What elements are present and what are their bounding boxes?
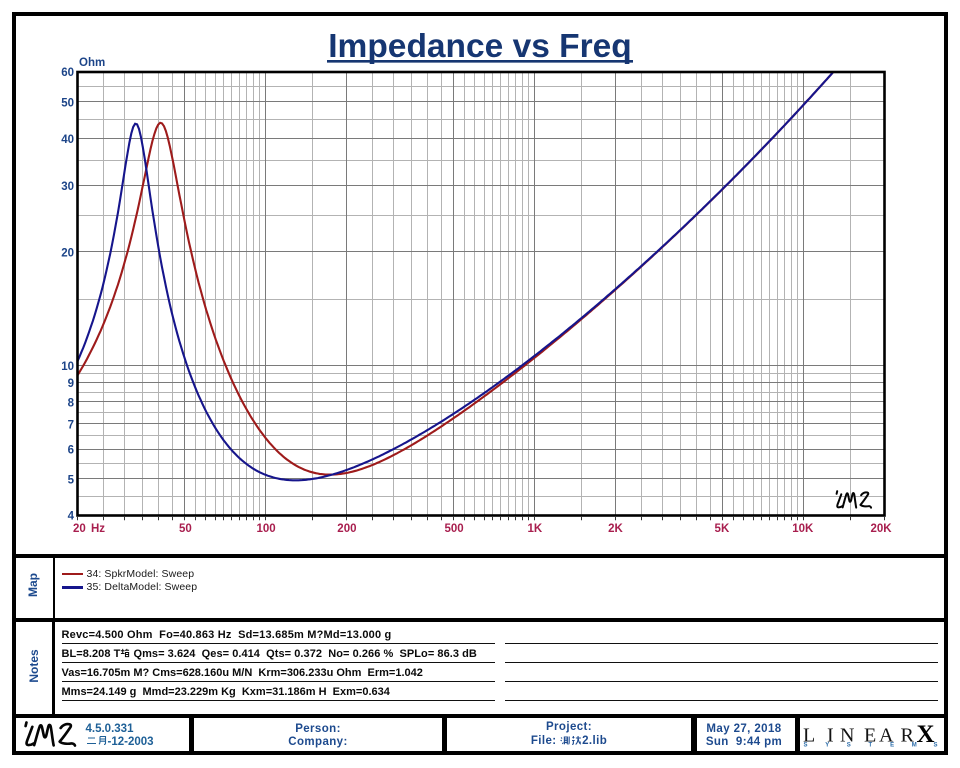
svg-text:N: N: [840, 725, 854, 747]
svg-text:S: S: [847, 743, 851, 749]
svg-text:L: L: [803, 725, 815, 747]
svg-text:50: 50: [179, 523, 192, 535]
svg-text:Ohm: Ohm: [79, 57, 105, 69]
svg-text:20: 20: [61, 247, 74, 259]
svg-text:S: S: [934, 743, 938, 749]
svg-text:30: 30: [61, 181, 74, 193]
svg-text:Impedance vs Freq: Impedance vs Freq: [328, 28, 631, 65]
svg-text:I: I: [827, 725, 834, 747]
svg-text:E: E: [890, 743, 894, 749]
svg-text:50: 50: [61, 97, 74, 109]
svg-text:Y: Y: [825, 743, 829, 749]
svg-text:Hz: Hz: [91, 523, 105, 535]
svg-text:100: 100: [257, 523, 276, 535]
svg-text:500: 500: [445, 523, 464, 535]
svg-text:20K: 20K: [870, 523, 892, 535]
svg-text:A: A: [879, 725, 894, 747]
svg-text:8: 8: [68, 398, 75, 410]
svg-text:6: 6: [68, 445, 74, 457]
svg-text:20: 20: [73, 523, 86, 535]
svg-text:4: 4: [68, 511, 75, 523]
svg-text:M: M: [912, 743, 917, 749]
svg-text:1K: 1K: [527, 523, 542, 535]
svg-text:S: S: [804, 743, 808, 749]
svg-text:5: 5: [68, 474, 75, 486]
svg-text:2K: 2K: [608, 523, 623, 535]
svg-text:R: R: [901, 725, 915, 747]
svg-text:X: X: [917, 721, 935, 748]
svg-text:40: 40: [61, 134, 74, 146]
svg-text:200: 200: [337, 523, 356, 535]
svg-text:E: E: [864, 725, 876, 747]
svg-text:5K: 5K: [715, 523, 730, 535]
svg-text:10K: 10K: [792, 523, 814, 535]
svg-text:9: 9: [68, 378, 74, 390]
svg-text:60: 60: [61, 67, 74, 79]
svg-text:7: 7: [68, 419, 74, 431]
svg-text:T: T: [869, 743, 873, 749]
svg-text:10: 10: [61, 361, 74, 373]
